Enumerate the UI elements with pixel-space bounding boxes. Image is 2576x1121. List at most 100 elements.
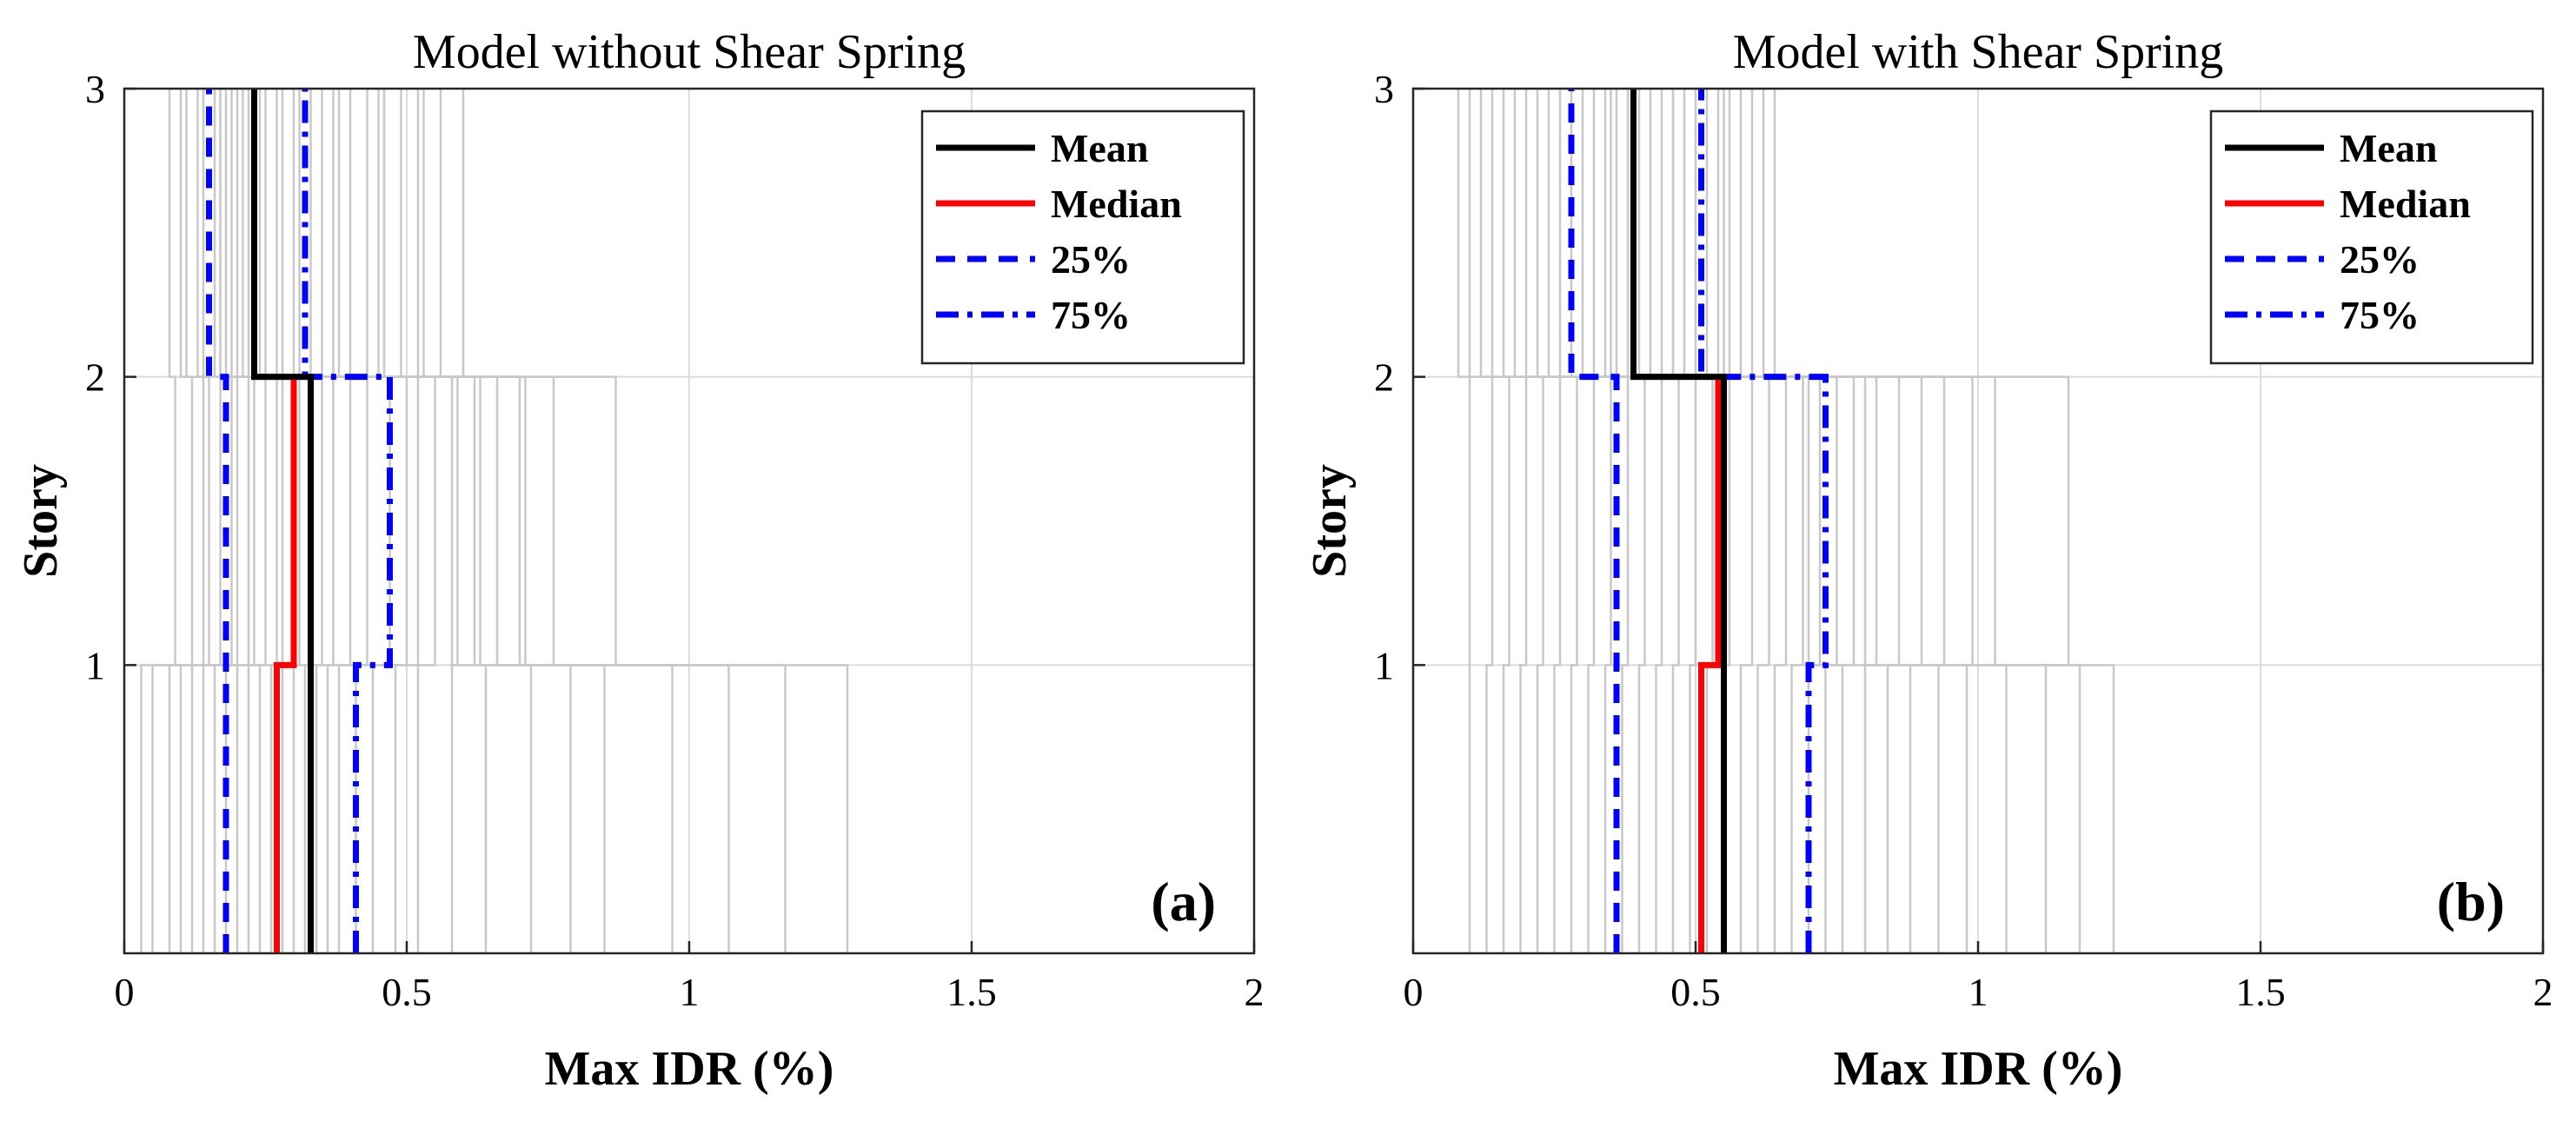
legend-label: 25% (1051, 237, 1131, 282)
y-tick-label: 3 (85, 67, 105, 111)
record-line (242, 89, 278, 953)
record-line (1773, 89, 2008, 953)
record-line (1705, 89, 1856, 953)
record-line (1502, 89, 1544, 953)
y-axis-label: Story (1303, 464, 1357, 578)
legend-label: 75% (2340, 293, 2420, 337)
panel-label: (a) (1151, 871, 1216, 932)
record-line (292, 89, 352, 953)
y-tick-label: 2 (85, 355, 105, 400)
x-tick-label: 0.5 (382, 970, 432, 1014)
record-line (461, 89, 674, 953)
y-axis-label: Story (14, 464, 68, 578)
record-line (236, 89, 267, 953)
ground-motion-records (140, 89, 849, 953)
series-line-mean (251, 89, 314, 953)
record-line (1603, 89, 1697, 953)
legend-label: 75% (1051, 293, 1131, 337)
record-line (1716, 89, 1878, 953)
record-line (1671, 89, 2081, 953)
record-line (190, 89, 222, 953)
panel-label: (b) (2437, 871, 2505, 932)
record-line (1637, 89, 1754, 953)
legend: Mean Median 25% 75% (2209, 109, 2534, 365)
record-line (422, 89, 572, 953)
record-line (224, 89, 250, 953)
x-tick-label: 1 (680, 970, 700, 1014)
record-line (1739, 89, 1923, 953)
legend-box (920, 109, 1245, 365)
legend-label: 25% (2340, 237, 2420, 282)
y-tick-label: 1 (1374, 643, 1394, 687)
record-line (1750, 89, 1946, 953)
x-tick-label: 2 (2533, 970, 2553, 1014)
ground-motion-records (1457, 89, 2115, 953)
record-line (1610, 89, 2115, 953)
chart-title: Model without Shear Spring (413, 25, 966, 79)
record-line (298, 89, 368, 953)
record-line (202, 89, 233, 953)
record-line (168, 89, 205, 953)
record-line (258, 89, 301, 953)
panel-b-with-shear-spring: 0 0.5 1 1.5 2 1 2 3 Model with Shear Spring Max I… (1303, 25, 2553, 1096)
series-line-25pct (206, 89, 229, 953)
record-line (1468, 89, 1494, 953)
statistic-series (1568, 89, 1829, 953)
legend-label: Mean (2340, 126, 2437, 170)
record-line (1490, 89, 1528, 953)
record-line (151, 89, 194, 953)
y-tick-label: 1 (85, 643, 105, 687)
record-line (416, 89, 730, 953)
record-line (1728, 89, 1901, 953)
x-axis-label: Max IDR (%) (545, 1042, 834, 1096)
x-tick-label: 1.5 (946, 970, 997, 1014)
record-line (1524, 89, 1578, 953)
legend-label: Median (1051, 182, 1182, 226)
record-line (230, 89, 256, 953)
record-line (1649, 89, 1770, 953)
record-line (1558, 89, 1630, 953)
series-line-75pct (302, 89, 393, 953)
record-line (439, 89, 606, 953)
legend-label: Mean (1051, 126, 1148, 170)
x-tick-label: 2 (1245, 970, 1265, 1014)
record-line (276, 89, 323, 953)
ticks: 0 0.5 1 1.5 2 1 2 3 (1374, 67, 2553, 1014)
x-tick-label: 1.5 (2235, 970, 2286, 1014)
x-tick-label: 1 (1969, 970, 1988, 1014)
x-tick-label: 0.5 (1670, 970, 1721, 1014)
chart-title: Model with Shear Spring (1733, 25, 2224, 79)
ticks: 0 0.5 1 1.5 2 1 2 3 (85, 67, 1265, 1014)
record-line (179, 89, 210, 953)
record-line (382, 89, 488, 953)
record-line (366, 89, 459, 953)
record-line (247, 89, 284, 953)
series-line-75pct (1698, 89, 1829, 953)
record-line (400, 89, 533, 953)
legend: Mean Median 25% 75% (920, 109, 1245, 365)
panel-a-without-shear-spring: 0 0.5 1 1.5 2 1 2 3 Model without Shear Spring Ma… (14, 25, 1265, 1096)
record-line (1592, 89, 1680, 953)
series-line-25pct (1568, 89, 1620, 953)
record-line (1694, 89, 1838, 953)
record-line (332, 89, 420, 953)
record-line (213, 89, 239, 953)
record-line (337, 89, 849, 953)
record-line (1479, 89, 1510, 953)
record-line (321, 89, 408, 953)
record-line (1762, 89, 1974, 953)
record-line (281, 89, 335, 953)
y-tick-label: 2 (1374, 355, 1394, 400)
record-line (1536, 89, 1596, 953)
record-line (1547, 89, 1612, 953)
record-line (1615, 89, 1714, 953)
record-line (1660, 89, 1788, 953)
y-tick-label: 3 (1374, 67, 1394, 111)
record-line (1581, 89, 1663, 953)
record-line (1723, 89, 2070, 953)
x-tick-label: 0 (115, 970, 135, 1014)
record-line (1513, 89, 1562, 953)
record-line (349, 89, 436, 953)
legend-label: Median (2340, 182, 2471, 226)
